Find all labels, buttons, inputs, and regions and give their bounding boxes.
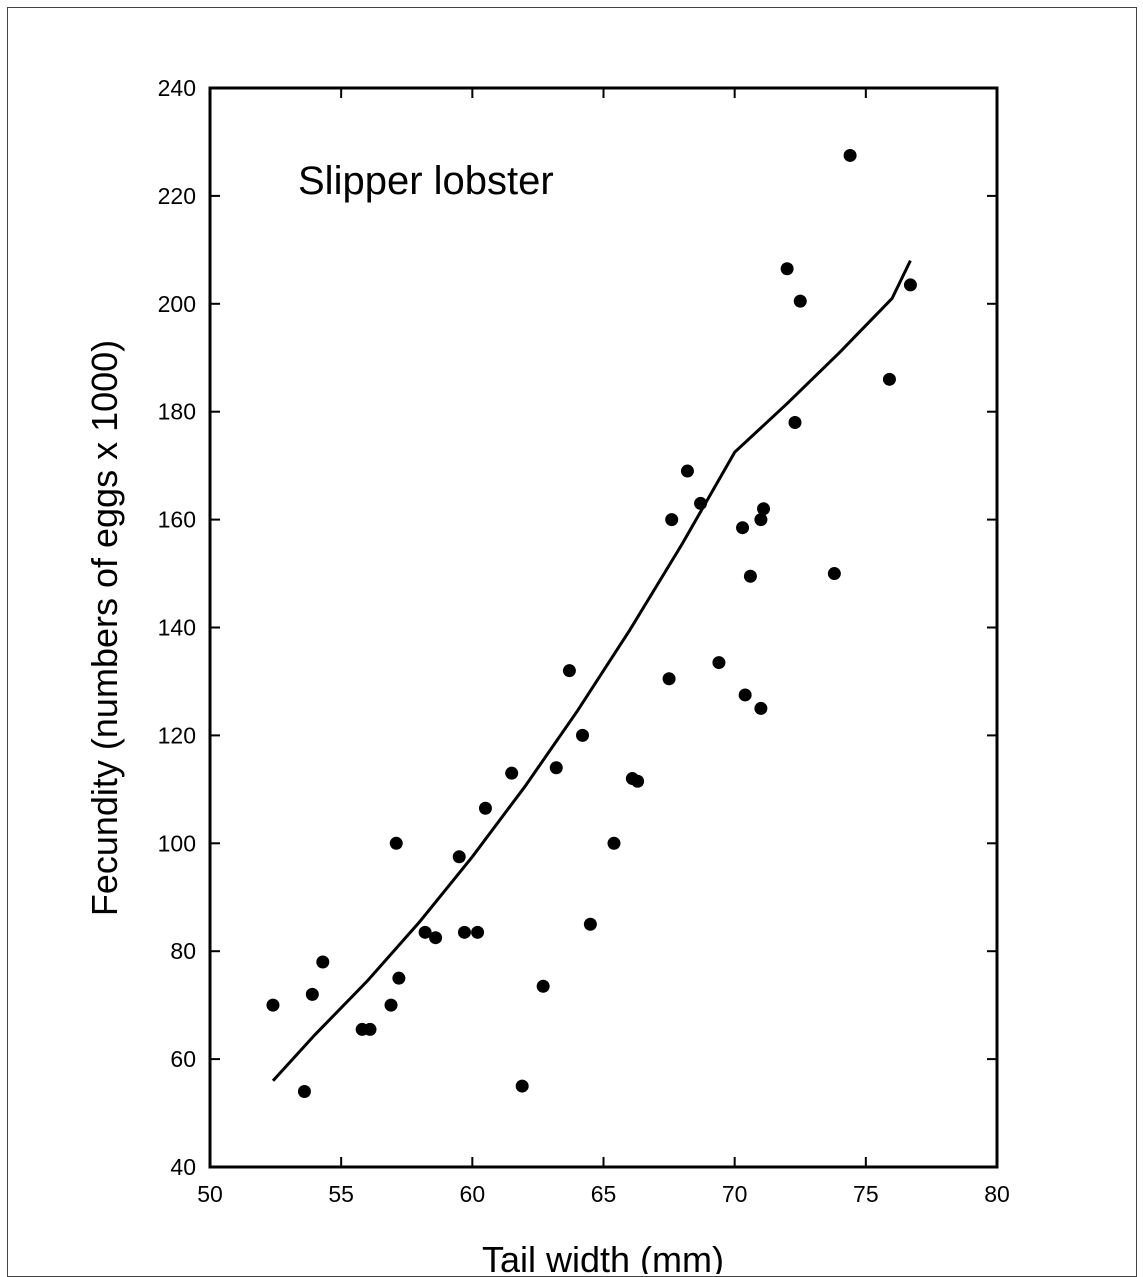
data-point — [418, 925, 432, 939]
x-tick-label: 55 — [328, 1181, 354, 1207]
data-point — [536, 979, 550, 993]
data-point — [712, 656, 726, 670]
x-tick-label: 65 — [591, 1181, 617, 1207]
x-tick-label: 75 — [853, 1181, 879, 1207]
y-tick-label: 180 — [158, 399, 196, 425]
data-point — [429, 931, 443, 945]
data-point — [266, 998, 280, 1012]
y-tick-label: 80 — [170, 938, 196, 964]
data-point — [363, 1022, 377, 1036]
data-point — [583, 917, 597, 931]
data-point — [389, 836, 403, 850]
y-tick-label: 40 — [170, 1154, 196, 1180]
y-tick-label: 120 — [158, 722, 196, 748]
data-point — [297, 1084, 311, 1098]
data-point — [680, 464, 694, 478]
data-point — [392, 971, 406, 985]
data-point — [607, 836, 621, 850]
data-point — [665, 513, 679, 527]
data-point — [743, 569, 757, 583]
x-tick-label: 60 — [460, 1181, 486, 1207]
x-axis-title: Tail width (mm) — [482, 1239, 724, 1274]
data-point — [305, 987, 319, 1001]
y-tick-label: 60 — [170, 1046, 196, 1072]
data-point — [457, 925, 471, 939]
y-tick-label: 140 — [158, 615, 196, 641]
data-point — [662, 672, 676, 686]
data-point — [631, 774, 645, 788]
data-point — [736, 521, 750, 535]
data-point — [738, 688, 752, 702]
data-point — [452, 850, 466, 864]
y-tick-label: 220 — [158, 183, 196, 209]
data-point — [549, 761, 563, 775]
data-point — [843, 148, 857, 162]
data-point — [505, 766, 519, 780]
x-tick-label: 50 — [197, 1181, 223, 1207]
chart-annotation: Slipper lobster — [298, 159, 554, 203]
data-point — [576, 728, 590, 742]
plot-area-border — [208, 86, 999, 1169]
x-tick-label: 80 — [984, 1181, 1010, 1207]
y-tick-label: 100 — [158, 830, 196, 856]
y-tick-label: 240 — [158, 75, 196, 101]
data-point — [316, 955, 330, 969]
data-point — [793, 294, 807, 308]
data-point — [780, 262, 794, 276]
y-tick-label: 200 — [158, 291, 196, 317]
data-point — [903, 278, 917, 292]
data-point — [788, 415, 802, 429]
y-tick-label: 160 — [158, 507, 196, 533]
data-point — [562, 664, 576, 678]
y-axis-title: Fecundity (numbers of eggs x 1000) — [84, 340, 125, 916]
x-tick-label: 70 — [722, 1181, 748, 1207]
data-point — [694, 496, 708, 510]
data-point — [384, 998, 398, 1012]
data-point — [827, 567, 841, 581]
data-point — [471, 925, 485, 939]
data-point — [754, 513, 768, 527]
data-point — [882, 372, 896, 386]
data-point — [754, 701, 768, 715]
data-point — [515, 1079, 529, 1093]
data-point — [757, 502, 771, 516]
data-point — [478, 801, 492, 815]
fit-curve — [271, 259, 912, 1082]
